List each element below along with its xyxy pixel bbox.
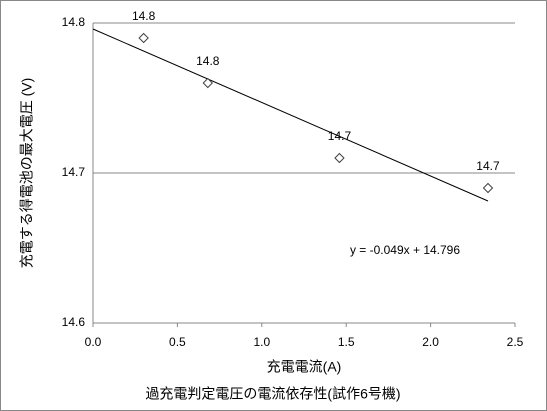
- data-label: 14.8: [196, 54, 220, 68]
- x-tick-label: 0.0: [85, 335, 102, 349]
- y-tick-label: 14.8: [62, 15, 86, 29]
- x-tick-label: 0.5: [169, 335, 186, 349]
- x-tick-label: 2.0: [422, 335, 439, 349]
- y-tick-label: 14.7: [62, 165, 86, 179]
- data-label: 14.8: [132, 9, 156, 23]
- x-axis-title: 充電電流(A): [267, 359, 342, 375]
- x-tick-label: 1.0: [253, 335, 270, 349]
- data-point: [334, 152, 345, 164]
- data-label: 14.7: [476, 159, 500, 173]
- x-tick-label: 1.5: [338, 335, 355, 349]
- trendline: [92, 28, 489, 202]
- data-label: 14.7: [328, 129, 352, 143]
- data-point: [482, 182, 494, 194]
- y-tick-label: 14.6: [62, 315, 86, 329]
- data-point: [202, 77, 213, 89]
- trendline-equation: y = -0.049x + 14.796: [350, 243, 460, 257]
- y-axis-title: 充電する得電池の最大電圧 (V): [19, 78, 35, 269]
- chart-title: 過充電判定電圧の電流依存性(試作6号機): [145, 386, 400, 402]
- data-point: [138, 32, 149, 44]
- x-tick-label: 2.5: [507, 335, 524, 349]
